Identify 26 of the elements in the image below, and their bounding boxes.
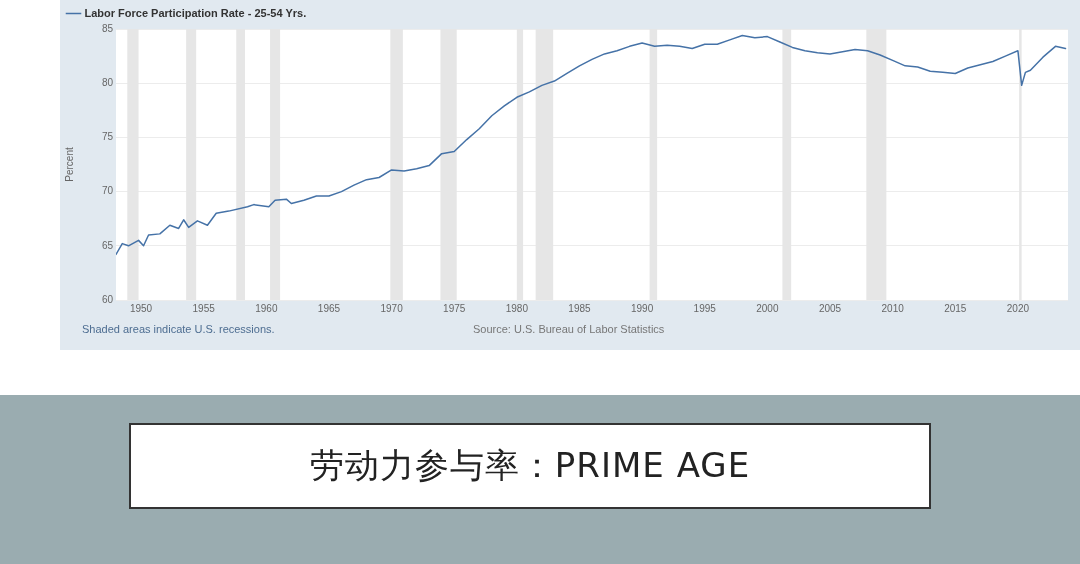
x-tick-label: 1995 [693, 302, 717, 314]
y-tick-label: 80 [101, 76, 114, 88]
text: Shaded areas indicate U.S. recessions. [82, 323, 275, 335]
x-tick-label: 1990 [630, 302, 654, 314]
x-tick-label: 1985 [568, 302, 592, 314]
x-tick-label: 1960 [255, 302, 278, 314]
y-tick-label: 75 [101, 131, 114, 143]
x-tick-label: 1975 [443, 302, 466, 314]
legend-label: Labor Force Participation Rate - 25-54 Yrs. [84, 6, 307, 19]
x-tick-label: 2000 [756, 302, 779, 314]
y-tick-label: 65 [101, 239, 114, 251]
x-tick-label: 2020 [1006, 302, 1030, 314]
x-tick-label: 1955 [192, 302, 216, 314]
text: 劳动力参与率：PRIME AGE [129, 423, 931, 509]
y-tick-label: 70 [101, 185, 114, 197]
y-tick-label: 85 [101, 22, 114, 34]
x-tick-label: 2005 [818, 302, 842, 314]
x-tick-label: 1980 [505, 302, 529, 314]
y-axis-title: Percent [63, 147, 75, 182]
y-tick-label: 60 [101, 293, 114, 305]
x-tick-label: 1970 [380, 302, 404, 314]
x-tick-label: 1950 [129, 302, 153, 314]
source-note: Source: U.S. Bureau of Labor Statistics [473, 323, 665, 335]
x-tick-label: 2015 [944, 302, 967, 314]
x-tick-label: 1965 [317, 302, 341, 314]
x-tick-label: 2010 [881, 302, 905, 314]
